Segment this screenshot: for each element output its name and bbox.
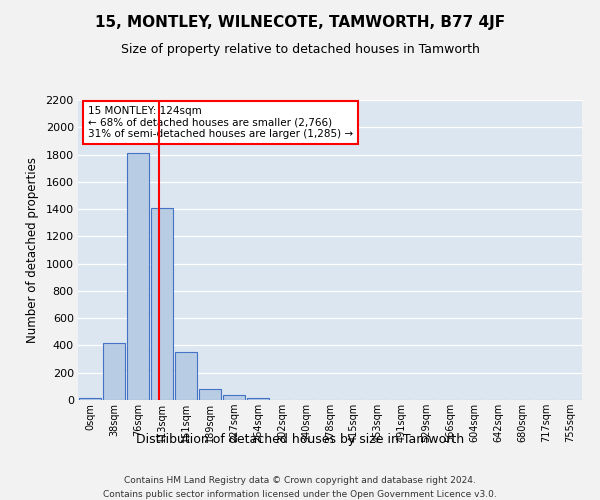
Text: Contains public sector information licensed under the Open Government Licence v3: Contains public sector information licen… [103,490,497,499]
Text: Contains HM Land Registry data © Crown copyright and database right 2024.: Contains HM Land Registry data © Crown c… [124,476,476,485]
Bar [223,395,245,400]
Bar [103,342,125,400]
Text: 15 MONTLEY: 124sqm
← 68% of detached houses are smaller (2,766)
31% of semi-deta: 15 MONTLEY: 124sqm ← 68% of detached hou… [88,106,353,139]
Text: Distribution of detached houses by size in Tamworth: Distribution of detached houses by size … [136,432,464,446]
Bar [127,153,149,400]
Text: Size of property relative to detached houses in Tamworth: Size of property relative to detached ho… [121,42,479,56]
Bar [247,398,269,400]
Y-axis label: Number of detached properties: Number of detached properties [26,157,38,343]
Text: 15, MONTLEY, WILNECOTE, TAMWORTH, B77 4JF: 15, MONTLEY, WILNECOTE, TAMWORTH, B77 4J… [95,15,505,30]
Bar [79,398,101,400]
Bar [151,208,173,400]
Bar [175,352,197,400]
Bar [199,389,221,400]
